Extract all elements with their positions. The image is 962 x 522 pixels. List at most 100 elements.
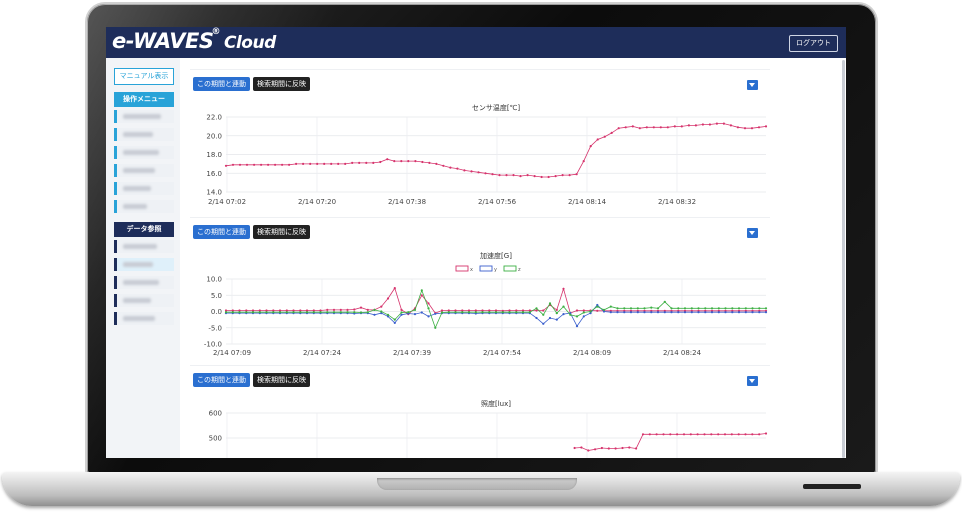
data-point-y bbox=[535, 316, 538, 320]
data-point bbox=[729, 124, 733, 127]
data-point-x bbox=[292, 309, 295, 312]
data-point-z bbox=[575, 315, 579, 318]
data-point-x bbox=[353, 308, 356, 311]
chevron-down-icon[interactable] bbox=[747, 376, 758, 386]
data-point-x bbox=[238, 309, 241, 312]
data-point bbox=[435, 162, 438, 165]
data-point-z bbox=[380, 310, 383, 313]
data-point-z bbox=[319, 311, 322, 314]
chart-panel-illuminance: 照度[lux]600500400300 この期間と連動 検索期間に反映 bbox=[190, 365, 770, 458]
apply-period-button[interactable]: 検索期間に反映 bbox=[253, 225, 310, 239]
data-point bbox=[573, 446, 576, 450]
sidebar-item[interactable] bbox=[114, 294, 174, 307]
x-tick-label: 2/14 07:56 bbox=[478, 198, 517, 206]
data-point bbox=[648, 433, 651, 436]
sidebar-item-active[interactable] bbox=[114, 258, 174, 271]
sync-period-button[interactable]: この期間と連動 bbox=[193, 373, 250, 387]
data-point bbox=[645, 126, 648, 129]
data-point-y bbox=[393, 321, 396, 324]
data-point bbox=[582, 160, 585, 163]
data-point-z bbox=[278, 311, 282, 314]
data-point bbox=[260, 163, 263, 166]
data-point-z bbox=[366, 311, 369, 314]
data-point bbox=[701, 123, 704, 126]
data-point-z bbox=[359, 311, 363, 314]
data-point-z bbox=[582, 311, 585, 314]
data-point-z bbox=[731, 307, 734, 310]
apply-period-button[interactable]: 検索期間に反映 bbox=[253, 77, 310, 91]
data-point bbox=[463, 169, 466, 172]
data-point-z bbox=[400, 311, 403, 314]
sidebar-item[interactable] bbox=[114, 182, 174, 195]
y-tick-label: -5.0 bbox=[208, 324, 222, 332]
logout-button[interactable]: ログアウト bbox=[789, 35, 838, 52]
data-point-x bbox=[258, 309, 261, 312]
data-point-z bbox=[447, 311, 450, 314]
acceleration-chart: 加速度[G] 10.0 5.0 0.0 -5.0 -10.02/14 07:09 2/14 … bbox=[204, 251, 768, 357]
data-point-y bbox=[434, 312, 437, 315]
sidebar-item[interactable] bbox=[114, 240, 174, 253]
data-point bbox=[505, 174, 508, 177]
y-tick-label: 600 bbox=[209, 410, 222, 418]
data-point-y bbox=[697, 311, 700, 314]
data-point-x bbox=[555, 308, 558, 311]
scrollbar[interactable] bbox=[842, 60, 845, 458]
data-point bbox=[757, 126, 761, 129]
chevron-down-icon[interactable] bbox=[747, 80, 758, 90]
data-point-z bbox=[299, 311, 302, 314]
data-point bbox=[659, 126, 662, 129]
sidebar-item[interactable] bbox=[114, 164, 174, 177]
data-point bbox=[737, 433, 740, 436]
data-point-z bbox=[245, 311, 248, 314]
sidebar: マニュアル表示 操作メニュー データ参照 bbox=[106, 58, 180, 458]
data-point bbox=[703, 433, 706, 436]
data-point-y bbox=[575, 325, 579, 328]
data-point-x bbox=[535, 309, 538, 312]
data-point bbox=[610, 131, 613, 134]
data-point-x bbox=[575, 309, 579, 312]
data-point-x bbox=[474, 309, 477, 312]
data-point-x bbox=[265, 309, 268, 312]
data-point-x bbox=[494, 309, 498, 312]
laptop-vent bbox=[803, 484, 861, 489]
data-point-y bbox=[650, 311, 653, 314]
data-point bbox=[600, 446, 603, 450]
laptop-notch bbox=[377, 478, 577, 490]
data-point-z bbox=[596, 305, 599, 308]
apply-period-button[interactable]: 検索期間に反映 bbox=[253, 373, 310, 387]
sidebar-item[interactable] bbox=[114, 110, 174, 123]
sync-period-button[interactable]: この期間と連動 bbox=[193, 225, 250, 239]
manual-button[interactable]: マニュアル表示 bbox=[114, 68, 174, 85]
data-point-x bbox=[332, 308, 336, 311]
data-point-x bbox=[447, 309, 450, 312]
chart-title: 照度[lux] bbox=[481, 399, 511, 408]
sidebar-item[interactable] bbox=[114, 128, 174, 141]
data-point bbox=[669, 433, 672, 436]
sidebar-item[interactable] bbox=[114, 200, 174, 213]
data-point bbox=[687, 124, 690, 127]
sidebar-item[interactable] bbox=[114, 276, 174, 289]
sync-period-button[interactable]: この期間と連動 bbox=[193, 77, 250, 91]
data-point-z bbox=[427, 307, 430, 310]
data-point-x bbox=[427, 302, 430, 305]
data-point-x bbox=[326, 308, 329, 311]
brand-registered-mark: ® bbox=[211, 27, 220, 37]
data-point-z bbox=[670, 307, 673, 310]
data-point-x bbox=[319, 309, 322, 312]
data-point bbox=[323, 162, 326, 165]
data-point bbox=[676, 433, 679, 436]
data-point-z bbox=[440, 311, 444, 314]
chevron-down-icon[interactable] bbox=[747, 228, 758, 238]
sidebar-item[interactable] bbox=[114, 312, 174, 325]
brand-name: e-WAVES bbox=[112, 29, 214, 53]
data-point bbox=[344, 162, 347, 165]
brand-sub: Cloud bbox=[223, 33, 276, 53]
data-point-z bbox=[501, 311, 504, 314]
data-point-z bbox=[508, 311, 511, 314]
sidebar-item[interactable] bbox=[114, 146, 174, 159]
data-point bbox=[351, 161, 354, 164]
data-point-x bbox=[224, 309, 228, 312]
data-point-y bbox=[643, 311, 646, 314]
data-point-y bbox=[420, 311, 423, 314]
chart-panel-acceleration: 加速度[G] 10.0 5.0 0.0 -5.0 -10.0 2/14 07:09 2/14 … bbox=[190, 217, 770, 366]
